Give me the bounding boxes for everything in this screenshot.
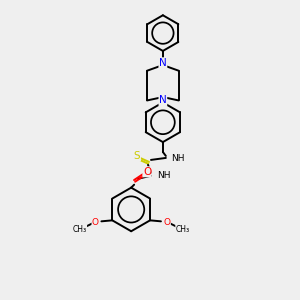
Text: N: N [159, 95, 167, 106]
Text: CH₃: CH₃ [176, 225, 190, 234]
Text: NH: NH [157, 171, 170, 180]
Text: CH₃: CH₃ [73, 225, 87, 234]
Text: N: N [159, 58, 167, 68]
Text: O: O [143, 167, 151, 177]
Text: S: S [134, 151, 140, 161]
Text: NH: NH [171, 154, 184, 164]
Text: O: O [164, 218, 170, 227]
Text: O: O [92, 218, 99, 227]
